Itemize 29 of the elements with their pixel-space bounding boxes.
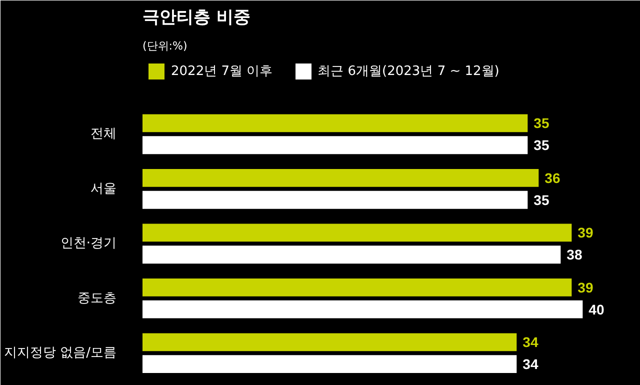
data-label: 34: [522, 356, 538, 372]
data-label: 39: [578, 279, 594, 296]
data-label: 38: [566, 246, 582, 263]
bar: [142, 224, 572, 242]
chart-subtitle: (단위:%): [142, 40, 188, 52]
chart-title: 극안티층 비중: [142, 8, 250, 28]
bar: [142, 190, 528, 209]
data-label: 36: [544, 170, 560, 186]
bar: [142, 114, 528, 132]
bar: [142, 278, 572, 296]
legend-label: 2022년 7월 이후: [171, 63, 273, 80]
bar: [142, 300, 583, 318]
y-tick-label: 서울: [90, 181, 116, 196]
bar: [142, 136, 528, 154]
y-tick-label: 전체: [90, 126, 116, 142]
y-tick-label: 지지정당 없음/모름: [4, 346, 117, 361]
data-label: 34: [522, 334, 538, 350]
data-label: 39: [578, 224, 594, 241]
data-label: 35: [534, 137, 550, 154]
data-label: 35: [534, 115, 550, 132]
bar: [142, 168, 539, 187]
legend-label: 최근 6개월(2023년 7 ~ 12월): [318, 63, 500, 80]
y-tick-label: 인천·경기: [60, 236, 117, 252]
data-label: 40: [588, 301, 604, 318]
bar: [142, 333, 517, 352]
data-label: 35: [534, 192, 550, 208]
bar: [142, 246, 561, 264]
bar: [142, 355, 517, 374]
y-tick-label: 중도층: [78, 290, 116, 306]
